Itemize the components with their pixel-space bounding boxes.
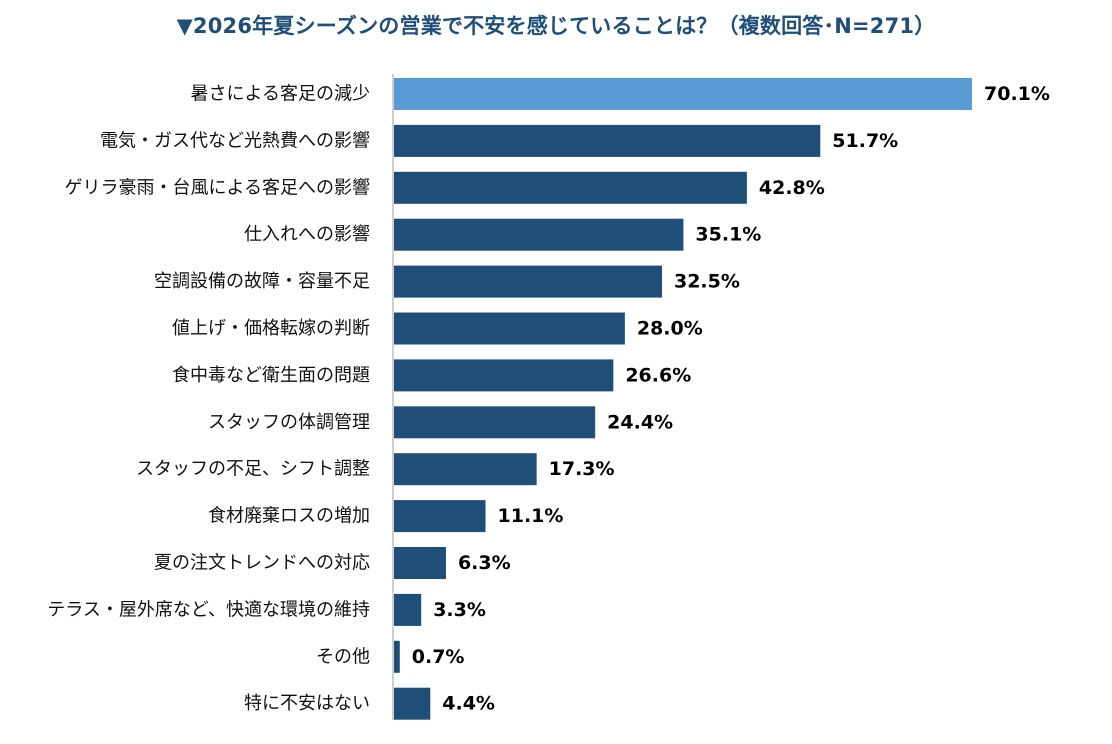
bar-1: [394, 78, 972, 110]
value-label-11: 6.3%: [458, 552, 511, 574]
value-label-8: 24.4%: [607, 411, 673, 433]
bar-14: [394, 687, 431, 720]
value-label-4: 35.1%: [695, 224, 761, 246]
category-label-12: テラス・屋外席など、快適な環境の維持: [47, 599, 370, 620]
chart-title: ▼2026年夏シーズンの営業で不安を感じていることは？（複数回答･N=271）: [176, 14, 936, 38]
labels-layer: 暑さによる客足の減少 70.1% 電気・ガス代など光熱費への影響 51.7% ゲリラ豪雨…: [47, 83, 1050, 715]
bar-4: [394, 218, 684, 251]
value-label-3: 42.8%: [759, 177, 825, 199]
value-label-10: 11.1%: [498, 505, 564, 527]
category-label-13: その他: [316, 646, 370, 667]
value-label-7: 26.6%: [625, 364, 691, 386]
category-label-6: 値上げ・価格転嫁の判断: [172, 318, 370, 339]
category-label-1: 暑さによる客足の減少: [191, 84, 370, 105]
bar-6: [394, 312, 625, 345]
bar-7: [394, 359, 614, 392]
category-label-5: 空調設備の故障・容量不足: [154, 271, 370, 292]
bar-11: [394, 547, 446, 579]
category-label-9: スタッフの不足、シフト調整: [136, 459, 370, 480]
category-label-3: ゲリラ豪雨・台風による客足への影響: [65, 177, 370, 198]
bar-9: [394, 453, 537, 486]
bar-10: [394, 500, 486, 533]
category-label-11: 夏の注文トレンドへの対応: [154, 553, 370, 574]
value-label-5: 32.5%: [674, 271, 740, 293]
value-label-2: 51.7%: [832, 130, 898, 152]
category-label-2: 電気・ガス代など光熱費への影響: [100, 130, 370, 151]
bars-layer: [394, 78, 972, 720]
bar-3: [394, 171, 747, 204]
value-label-14: 4.4%: [442, 693, 495, 715]
value-label-6: 28.0%: [637, 318, 703, 340]
bar-8: [394, 406, 596, 439]
category-label-8: スタッフの体調管理: [208, 412, 370, 433]
category-label-10: 食材廃棄ロスの増加: [208, 506, 370, 527]
value-label-13: 0.7%: [412, 646, 465, 668]
category-label-14: 特に不安はない: [244, 693, 370, 714]
bar-12: [394, 593, 422, 626]
value-label-12: 3.3%: [433, 599, 486, 621]
value-label-9: 17.3%: [549, 458, 615, 480]
bar-13: [394, 640, 400, 673]
bar-2: [394, 124, 821, 157]
category-label-7: 食中毒など衛生面の問題: [172, 365, 370, 386]
bar-5: [394, 265, 662, 298]
value-label-1: 70.1%: [984, 83, 1050, 105]
category-label-4: 仕入れへの影響: [244, 224, 370, 245]
